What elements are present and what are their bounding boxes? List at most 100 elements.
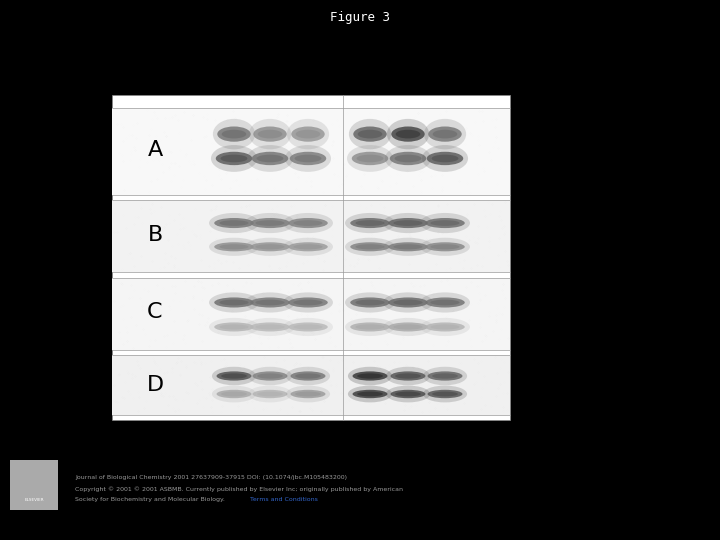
Bar: [112, 95, 510, 420]
Text: procoat828: procoat828: [535, 223, 590, 233]
Ellipse shape: [431, 244, 459, 249]
Ellipse shape: [288, 322, 328, 332]
Ellipse shape: [283, 318, 333, 336]
Ellipse shape: [357, 392, 383, 396]
Ellipse shape: [428, 126, 462, 141]
Ellipse shape: [285, 145, 331, 172]
Ellipse shape: [215, 298, 253, 307]
Ellipse shape: [212, 367, 256, 385]
Ellipse shape: [387, 119, 429, 150]
Ellipse shape: [396, 130, 420, 138]
Ellipse shape: [395, 373, 421, 379]
Ellipse shape: [426, 242, 465, 251]
Ellipse shape: [209, 292, 259, 313]
Ellipse shape: [211, 145, 257, 172]
Ellipse shape: [390, 390, 426, 398]
Ellipse shape: [431, 220, 459, 226]
Ellipse shape: [257, 373, 283, 379]
Text: 3: 3: [305, 80, 312, 90]
Ellipse shape: [221, 373, 247, 379]
Bar: [112, 278, 510, 350]
Ellipse shape: [388, 218, 428, 228]
Text: Society for Biochemistry and Molecular Biology.: Society for Biochemistry and Molecular B…: [75, 497, 229, 502]
Ellipse shape: [386, 367, 430, 385]
Ellipse shape: [383, 292, 433, 313]
Ellipse shape: [348, 367, 392, 385]
Ellipse shape: [428, 372, 462, 381]
Text: OmpA: OmpA: [535, 155, 565, 165]
Ellipse shape: [213, 119, 255, 150]
Ellipse shape: [356, 244, 384, 249]
Ellipse shape: [431, 154, 459, 163]
Ellipse shape: [283, 292, 333, 313]
Ellipse shape: [256, 325, 284, 329]
Text: Figure 3: Figure 3: [330, 11, 390, 24]
Ellipse shape: [288, 218, 328, 228]
Ellipse shape: [209, 213, 259, 233]
Ellipse shape: [251, 298, 289, 307]
Ellipse shape: [220, 220, 248, 226]
Bar: [10, 460, 58, 510]
Ellipse shape: [393, 244, 423, 249]
Ellipse shape: [212, 386, 256, 402]
Ellipse shape: [220, 325, 248, 329]
Text: Journal of Biological Chemistry 2001 27637909-37915 DOI: (10.1074/jbc.M105483200: Journal of Biological Chemistry 2001 276…: [75, 475, 347, 480]
Text: C: C: [148, 302, 163, 322]
Ellipse shape: [294, 244, 323, 249]
Ellipse shape: [386, 386, 430, 402]
Ellipse shape: [350, 218, 390, 228]
Ellipse shape: [393, 300, 423, 305]
Ellipse shape: [221, 392, 247, 396]
Ellipse shape: [385, 145, 431, 172]
Ellipse shape: [345, 213, 395, 233]
Ellipse shape: [423, 386, 467, 402]
Ellipse shape: [345, 238, 395, 256]
Ellipse shape: [431, 300, 459, 305]
Ellipse shape: [251, 322, 289, 332]
Bar: [112, 108, 510, 195]
Ellipse shape: [288, 298, 328, 307]
Text: 1: 1: [230, 80, 238, 90]
Ellipse shape: [283, 238, 333, 256]
Ellipse shape: [427, 152, 463, 165]
Ellipse shape: [423, 367, 467, 385]
Ellipse shape: [289, 152, 326, 165]
Ellipse shape: [256, 300, 284, 305]
Ellipse shape: [388, 322, 428, 332]
Ellipse shape: [431, 325, 459, 329]
Text: 4: 4: [366, 80, 374, 90]
Ellipse shape: [215, 322, 253, 332]
Ellipse shape: [220, 154, 248, 163]
Ellipse shape: [256, 244, 284, 249]
Ellipse shape: [245, 213, 295, 233]
Ellipse shape: [290, 372, 325, 381]
Ellipse shape: [388, 242, 428, 251]
Ellipse shape: [393, 220, 423, 226]
Text: Terms and Conditions: Terms and Conditions: [250, 497, 318, 502]
Ellipse shape: [215, 242, 253, 251]
Ellipse shape: [296, 130, 320, 138]
Ellipse shape: [245, 238, 295, 256]
Ellipse shape: [283, 213, 333, 233]
Ellipse shape: [388, 298, 428, 307]
Ellipse shape: [393, 325, 423, 329]
Ellipse shape: [345, 318, 395, 336]
Ellipse shape: [426, 322, 465, 332]
Ellipse shape: [391, 126, 425, 141]
Ellipse shape: [292, 126, 325, 141]
Ellipse shape: [287, 119, 329, 150]
Text: proOmpA: proOmpA: [535, 141, 581, 151]
Ellipse shape: [432, 392, 458, 396]
Ellipse shape: [252, 152, 288, 165]
Text: coat: coat: [535, 384, 556, 394]
Ellipse shape: [356, 154, 384, 163]
Ellipse shape: [420, 292, 470, 313]
Ellipse shape: [216, 152, 252, 165]
Ellipse shape: [249, 119, 291, 150]
Ellipse shape: [354, 126, 387, 141]
Ellipse shape: [383, 213, 433, 233]
Ellipse shape: [209, 318, 259, 336]
Ellipse shape: [248, 367, 292, 385]
Ellipse shape: [390, 372, 426, 381]
Ellipse shape: [294, 220, 323, 226]
